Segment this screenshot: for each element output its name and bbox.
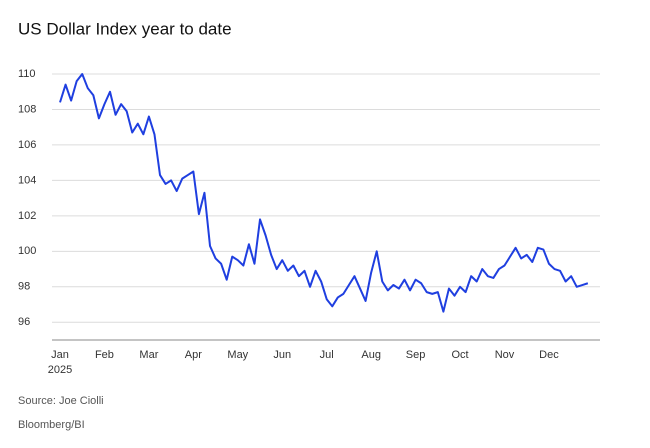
x-tick-label: Dec <box>539 349 559 361</box>
y-tick-label: 104 <box>18 174 36 186</box>
x-tick-label: May <box>227 349 248 361</box>
line <box>59 73 589 313</box>
y-tick-label: 100 <box>18 245 36 257</box>
x-tick-label: Oct <box>451 349 468 361</box>
x-tick-label: Jun <box>273 349 291 361</box>
x-tick-label: Feb <box>95 349 114 361</box>
y-tick-label: 98 <box>18 281 30 293</box>
y-tick-label: 106 <box>18 139 36 151</box>
source: Source: Joe Ciolli <box>18 395 104 407</box>
x-tick-label: Mar <box>139 349 158 361</box>
credit: Bloomberg/BI <box>18 419 85 431</box>
y-tick-label: 108 <box>18 103 36 115</box>
x-tick-label: Nov <box>495 349 515 361</box>
y-tick-label: 96 <box>18 316 30 328</box>
x-tick-label: Aug <box>361 349 381 361</box>
x-tick-label: Jul <box>320 349 334 361</box>
x-tick-label: Apr <box>185 349 202 361</box>
x-sublabel: 2025 <box>48 364 72 376</box>
x-tick-label: Sep <box>406 349 426 361</box>
y-tick-label: 102 <box>18 210 36 222</box>
y-tick-label: 110 <box>18 68 36 80</box>
chart-title: US Dollar Index year to date <box>18 19 232 38</box>
x-tick-label: Jan <box>51 349 69 361</box>
